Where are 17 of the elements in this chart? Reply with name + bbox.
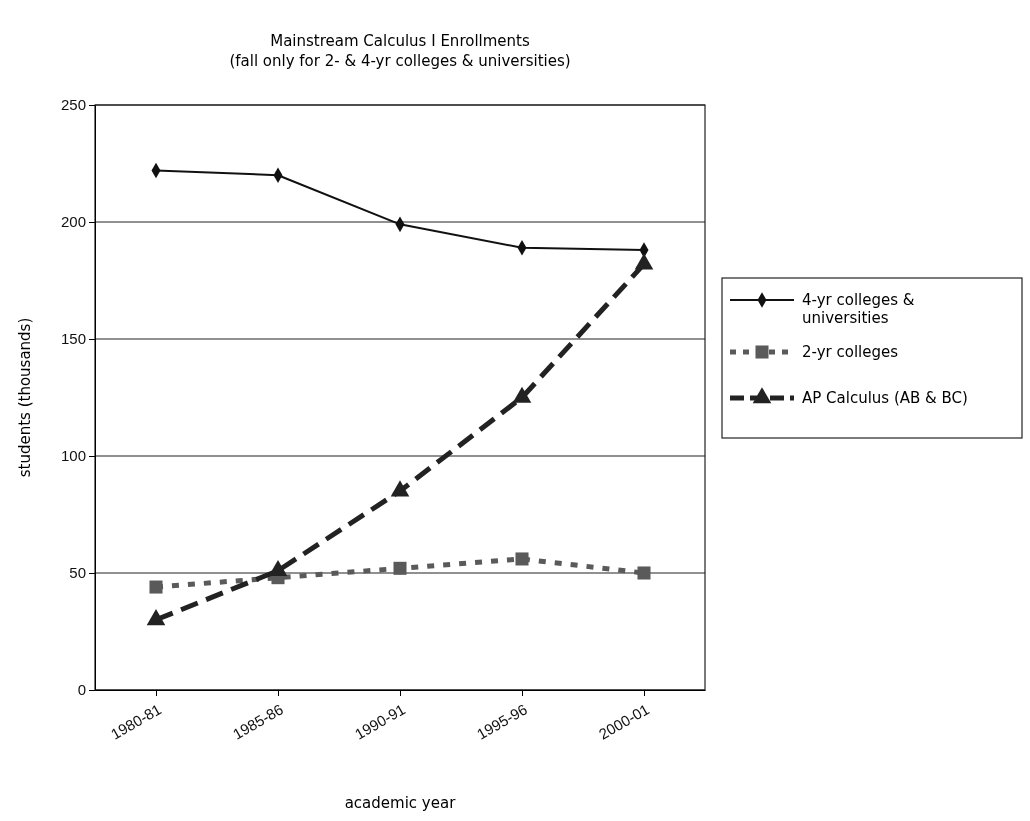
y-tick-label: 250	[60, 96, 86, 114]
chart-subtitle: (fall only for 2- & 4-yr colleges & universities)	[229, 52, 571, 70]
legend-label: 2-yr colleges	[802, 343, 899, 361]
point	[515, 552, 529, 566]
point	[637, 566, 651, 580]
point	[149, 580, 163, 594]
chart-title: Mainstream Calculus I Enrollments	[270, 32, 530, 50]
y-tick-label: 150	[60, 330, 86, 348]
y-tick-label: 50	[69, 564, 86, 582]
point	[393, 561, 407, 575]
y-tick-label: 100	[60, 447, 86, 465]
legend-label: AP Calculus (AB & BC)	[802, 389, 968, 407]
x-axis-title: academic year	[344, 794, 457, 812]
y-axis-title: students (thousands)	[16, 317, 34, 478]
legend-label: 4-yr colleges & universities	[802, 291, 915, 327]
y-tick-label: 200	[60, 213, 86, 231]
y-tick-label: 0	[77, 681, 86, 699]
